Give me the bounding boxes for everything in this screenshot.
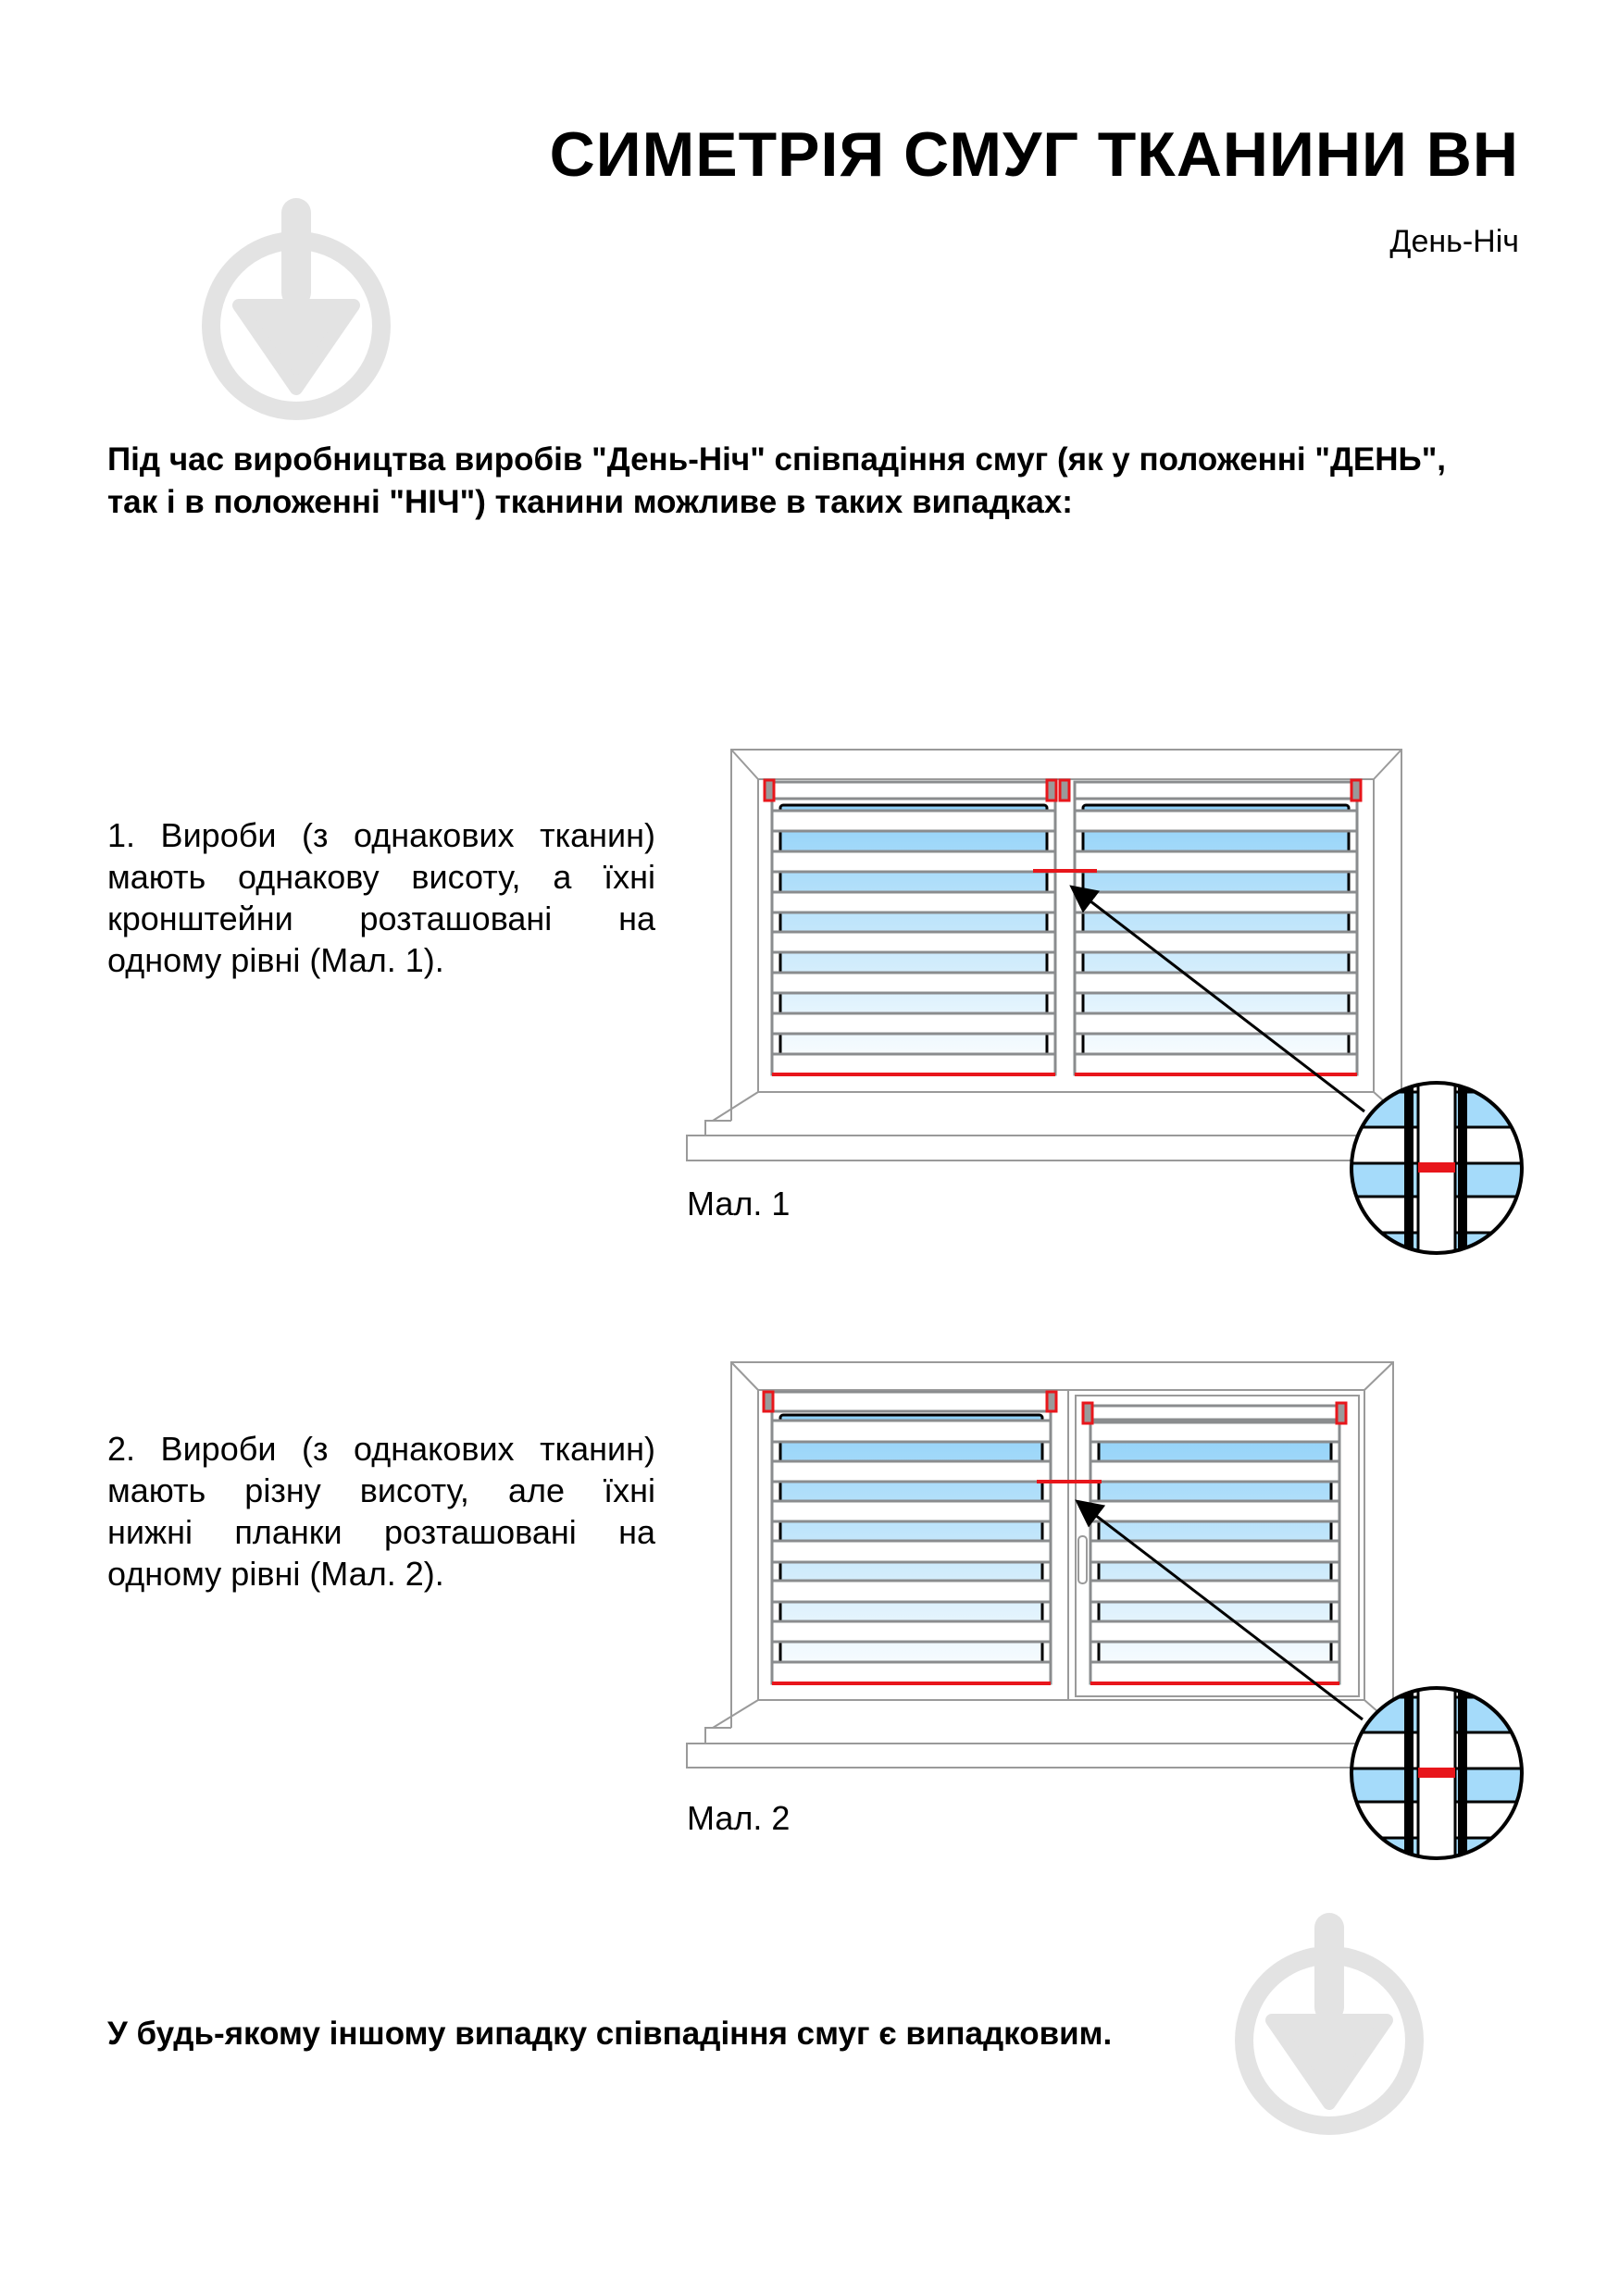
fabric-white-stripe	[1089, 1620, 1341, 1644]
window-sill	[686, 1135, 1389, 1161]
figure-2-window-diagram	[686, 1361, 1524, 1860]
fabric-white-stripe	[1073, 971, 1359, 995]
window-inner-frame	[757, 1389, 1365, 1701]
case-line: кронштейни розташовані на	[107, 900, 655, 937]
watermark-stem	[1314, 1913, 1344, 2022]
fabric-white-stripe	[1073, 1052, 1359, 1076]
bracket-marker	[1045, 1390, 1058, 1413]
magnified-alignment-marker	[1418, 1768, 1455, 1778]
fabric-white-stripe	[1089, 1459, 1341, 1483]
figure-1-window-diagram	[686, 749, 1524, 1255]
case-line: 1. Вироби (з однакових тканин)	[107, 816, 655, 854]
fabric-white-stripe	[770, 1579, 1052, 1604]
magnified-glass-edge	[1463, 1688, 1467, 1858]
window-sill	[686, 1743, 1389, 1769]
bracket-marker	[763, 778, 776, 802]
fabric-white-stripe	[770, 1011, 1057, 1036]
bracket-marker	[1081, 1401, 1094, 1425]
window-outer-frame	[730, 749, 1402, 1136]
pointer-arrow	[1069, 885, 1365, 1113]
bracket-marker	[1045, 778, 1058, 802]
case-line: мають різну висоту, але їхні	[107, 1471, 655, 1509]
blind-top-cassette	[1073, 780, 1359, 800]
watermark-arrow	[1265, 2014, 1393, 2110]
case-line: одному рівні (Мал. 2).	[107, 1555, 444, 1593]
frame-corner	[1364, 1361, 1394, 1391]
case-line: 2. Вироби (з однакових тканин)	[107, 1430, 655, 1468]
fabric-white-stripe	[770, 809, 1057, 833]
fabric-white-stripe	[770, 930, 1057, 954]
magnified-glass-edge	[1404, 1083, 1409, 1253]
fabric-white-stripe	[1073, 890, 1359, 914]
magnified-detail	[1351, 1688, 1522, 1858]
magnified-glass-edge	[1463, 1083, 1467, 1253]
sill-top	[704, 1727, 1389, 1744]
magnifier-ring	[1350, 1686, 1524, 1860]
bracket-marker	[762, 1390, 775, 1413]
case-line: одному рівні (Мал. 1).	[107, 941, 444, 979]
fabric-white-stripe	[1089, 1499, 1341, 1523]
fabric-white-stripe	[1073, 930, 1359, 954]
frame-corner	[730, 749, 759, 780]
fabric-white-stripe	[770, 1459, 1052, 1483]
window-handle	[1077, 1535, 1088, 1584]
case-1-paragraph: 1. Вироби (з однакових тканин) мають одн…	[107, 814, 655, 981]
fabric-white-stripe	[770, 1052, 1057, 1076]
bracket-marker	[1335, 1401, 1348, 1425]
fabric-white-stripe	[1073, 809, 1359, 833]
magnified-detail	[1351, 1083, 1522, 1253]
fabric-white-stripe	[770, 1539, 1052, 1564]
case-line: мають однакову висоту, а їхні	[107, 858, 655, 896]
fabric-white-stripe	[1073, 850, 1359, 874]
watermark-stem	[281, 198, 311, 307]
case-line: нижні планки розташовані на	[107, 1513, 655, 1551]
blind-top-cassette	[1089, 1404, 1341, 1421]
watermark-download-icon	[1235, 1913, 1424, 2135]
case-2-paragraph: 2. Вироби (з однакових тканин) мають різ…	[107, 1428, 655, 1595]
watermark-arrow	[232, 299, 360, 395]
watermark-download-icon	[202, 198, 391, 420]
blind-top-cassette	[770, 780, 1057, 800]
fabric-white-stripe	[770, 1620, 1052, 1644]
magnified-glass-edge	[1409, 1688, 1414, 1858]
closing-statement: У будь-якому іншому випадку співпадіння …	[107, 2016, 1113, 2052]
intro-paragraph: Під час виробництва виробів "День-Ніч" с…	[107, 439, 1446, 524]
fabric-white-stripe	[770, 971, 1057, 995]
figure-2-caption: Мал. 2	[687, 1799, 791, 1837]
page-subtitle: День-Ніч	[1389, 224, 1519, 259]
page-title: СИМЕТРІЯ СМУГ ТКАНИНИ ВН	[549, 119, 1519, 190]
frame-corner	[712, 1091, 759, 1122]
magnified-glass-edge	[1458, 1688, 1463, 1858]
fabric-white-stripe	[770, 1419, 1052, 1444]
magnified-alignment-marker	[1418, 1162, 1455, 1173]
intro-line: так і в положенні "НІЧ") тканини можливе…	[107, 484, 1073, 520]
magnifier-ring	[1350, 1081, 1524, 1255]
blind-top-cassette	[770, 1390, 1052, 1413]
intro-line: Під час виробництва виробів "День-Ніч" с…	[107, 441, 1447, 478]
frame-corner	[712, 1699, 759, 1729]
window-sash	[1075, 1395, 1360, 1697]
fabric-white-stripe	[1089, 1579, 1341, 1604]
frame-corner	[1373, 749, 1402, 780]
fabric-white-stripe	[1089, 1539, 1341, 1564]
fabric-white-stripe	[770, 890, 1057, 914]
window-outer-frame	[730, 1361, 1394, 1744]
bracket-marker	[1350, 778, 1363, 802]
fabric-white-stripe	[770, 1499, 1052, 1523]
bracket-marker	[1058, 778, 1071, 802]
figure-1-caption: Мал. 1	[687, 1185, 791, 1222]
magnified-glass-edge	[1458, 1083, 1463, 1253]
frame-corner	[730, 1361, 759, 1391]
fabric-white-stripe	[770, 850, 1057, 874]
fabric-white-stripe	[1073, 1011, 1359, 1036]
magnified-glass-edge	[1409, 1083, 1414, 1253]
fabric-white-stripe	[770, 1660, 1052, 1685]
magnified-glass-edge	[1404, 1688, 1409, 1858]
sill-top	[704, 1120, 1389, 1136]
pointer-arrow	[1075, 1499, 1364, 1721]
fabric-white-stripe	[1089, 1421, 1341, 1444]
